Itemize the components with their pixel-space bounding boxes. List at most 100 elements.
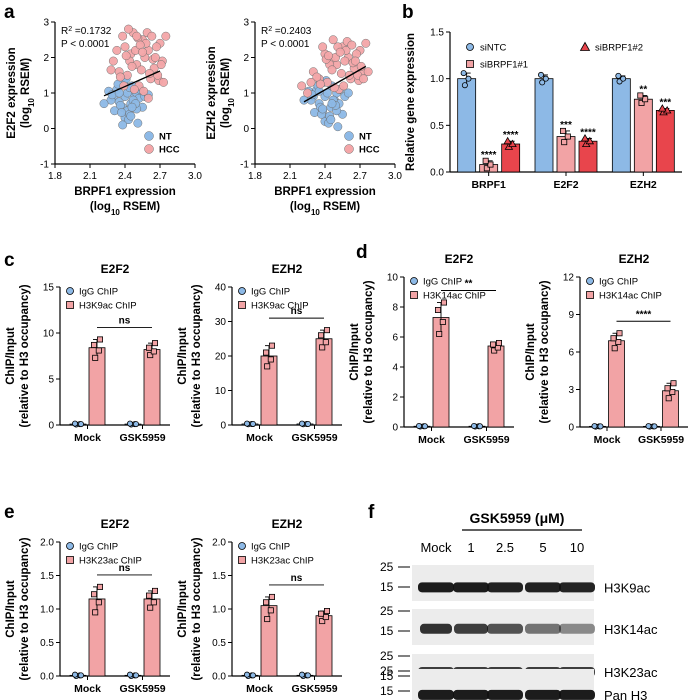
r2-sup: 2 <box>68 26 72 33</box>
point-hcc <box>318 42 328 52</box>
x-category-label: Mock <box>246 683 273 695</box>
wb-antibody-label: H3K23ac <box>604 665 658 680</box>
y-axis-title-line2: (log10 RSEM) <box>220 58 236 128</box>
regression-line <box>303 65 367 103</box>
data-point <box>615 338 622 345</box>
data-point <box>482 157 489 164</box>
data-point <box>591 423 598 430</box>
legend-marker <box>238 542 246 550</box>
data-point <box>150 599 157 606</box>
y-tick-label: 1.5 <box>40 571 54 582</box>
x-tick-label: 2.4 <box>318 171 332 182</box>
data-point <box>243 671 250 678</box>
data-point <box>91 591 98 598</box>
legend-marker <box>238 287 246 295</box>
x-category-label: GSK5959 <box>463 434 509 446</box>
y-tick-label: 0 <box>43 124 49 135</box>
legend-label: H3K9ac ChIP <box>79 301 137 312</box>
wb-mw-label: 15 <box>380 624 394 638</box>
chart-title: EZH2 <box>272 517 303 531</box>
data-point <box>638 99 645 106</box>
data-point <box>264 363 271 370</box>
data-point <box>249 420 256 427</box>
data-point <box>597 423 604 430</box>
point-hcc <box>335 47 345 57</box>
y-tick-label: 2.0 <box>212 538 226 549</box>
legend-marker <box>238 301 246 309</box>
bar-chart-d2: 0 3 6 9 12 Mock GSK5959 EZH2 ChIP/Input (relative… <box>525 252 688 446</box>
x-tick-label: 2.7 <box>153 171 167 182</box>
legend-marker <box>410 291 418 299</box>
data-point <box>243 420 250 427</box>
significance-label: *** <box>659 98 671 109</box>
data-point <box>664 385 671 392</box>
y-tick-label: 1 <box>43 89 49 100</box>
data-point <box>95 347 102 354</box>
point-hcc <box>152 42 161 52</box>
bar-h3k23ac-chip <box>315 615 333 677</box>
point-hcc <box>108 56 118 66</box>
wb-band <box>453 582 489 593</box>
data-point <box>317 610 324 617</box>
legend-label: NT <box>359 132 372 143</box>
y-tick-label: 1.5 <box>430 28 444 39</box>
wb-mw-label: 15 <box>380 684 394 698</box>
significance-label: ns <box>119 563 131 574</box>
point-nt <box>133 118 143 128</box>
legend-label: H3K14ac ChIP <box>423 291 486 302</box>
data-point <box>151 340 158 347</box>
y-axis-title-line2: (log10 RSEM) <box>20 58 36 128</box>
significance-label: *** <box>560 120 572 131</box>
point-nt <box>327 99 337 109</box>
y-axis-title-line2-prefix: (log <box>20 107 32 128</box>
data-point <box>319 618 326 625</box>
data-point <box>470 422 477 429</box>
chart-title: E2F2 <box>445 252 474 266</box>
point-nt <box>318 104 328 114</box>
data-point <box>495 339 502 346</box>
legend-label: NT <box>159 132 172 143</box>
data-point <box>127 420 134 427</box>
y-tick-label: 1.0 <box>40 605 54 616</box>
data-point <box>268 593 275 600</box>
data-point <box>615 72 622 79</box>
point-hcc <box>138 47 147 57</box>
y-tick-label: 10 <box>387 273 399 284</box>
data-point <box>78 421 85 428</box>
wb-mw-label: 15 <box>380 669 394 683</box>
chart-title: E2F2 <box>101 262 130 276</box>
wb-band <box>525 623 561 634</box>
y-tick-label: 0 <box>48 421 54 432</box>
bar-sintc <box>457 78 477 173</box>
wb-band <box>487 689 523 700</box>
legend-marker <box>466 60 474 68</box>
point-hcc <box>115 72 125 82</box>
legend-marker <box>66 542 74 550</box>
wb-band <box>487 623 523 634</box>
wb-band <box>559 689 595 700</box>
y-tick-label: 5 <box>48 375 54 386</box>
y-tick-label: 40 <box>215 283 227 294</box>
r2-value: =0.2403 <box>272 26 312 37</box>
data-point <box>461 82 468 89</box>
y-tick-label: 3 <box>243 18 249 29</box>
bar-sintc <box>611 78 631 173</box>
point-hcc <box>315 79 325 89</box>
wb-band <box>420 623 452 634</box>
significance-label: **** <box>580 127 596 138</box>
x-category-label: GSK5959 <box>119 683 165 695</box>
point-hcc <box>106 65 116 75</box>
data-point <box>465 75 472 82</box>
significance-label: **** <box>636 309 652 320</box>
x-tick-label: 3.0 <box>388 171 402 182</box>
data-point <box>249 672 256 679</box>
x-category-label: Mock <box>246 432 273 444</box>
data-point <box>267 356 274 363</box>
data-point <box>97 336 104 343</box>
point-hcc <box>324 51 333 61</box>
y-tick-label: 2 <box>43 53 49 64</box>
x-category-label: GSK5959 <box>291 432 337 444</box>
bar-h3k14ac-chip <box>608 340 625 428</box>
y-tick-label: 2.0 <box>40 538 54 549</box>
data-point <box>92 354 99 361</box>
